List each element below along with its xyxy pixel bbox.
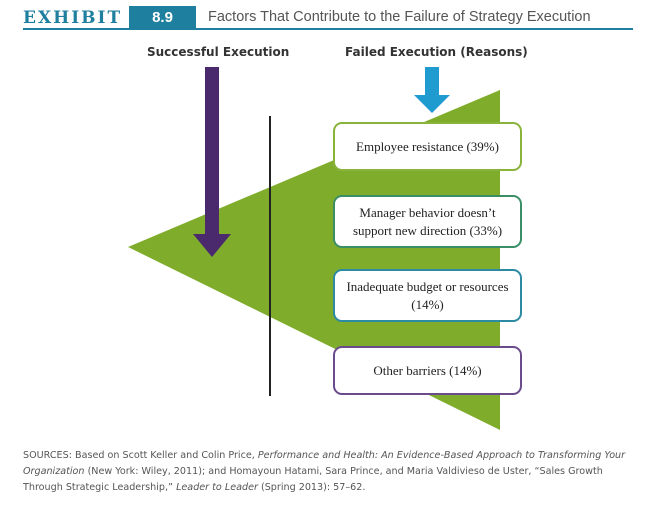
sources-suffix: (Spring 2013): 57–62.: [257, 482, 366, 493]
sources-mid: (New York: Wiley, 2011); and Homayoun Ha…: [23, 466, 603, 493]
reason-box-inadequate-budget: Inadequate budget or resources (14%): [333, 269, 522, 322]
reason-box-other-barriers: Other barriers (14%): [333, 346, 522, 395]
sources-note: SOURCES: Based on Scott Keller and Colin…: [23, 448, 635, 496]
green-wedge: [128, 90, 500, 430]
header-rule: [23, 28, 633, 30]
sources-prefix: SOURCES: Based on Scott Keller and Colin…: [23, 450, 258, 461]
failed-execution-arrow-icon: [414, 67, 450, 113]
strategy-diagram: [128, 67, 500, 430]
exhibit-title: Factors That Contribute to the Failure o…: [208, 9, 591, 25]
reason-box-manager-behavior: Manager behavior doesn’t support new dir…: [333, 195, 522, 248]
successful-execution-arrow-icon: [193, 67, 231, 257]
exhibit-header: EXHIBIT 8.9 Factors That Contribute to t…: [0, 0, 657, 36]
exhibit-label: EXHIBIT: [23, 8, 123, 28]
successful-execution-heading: Successful Execution: [147, 45, 290, 59]
sources-journal: Leader to Leader: [176, 482, 258, 493]
failed-execution-heading: Failed Execution (Reasons): [345, 45, 528, 59]
exhibit-number-badge: 8.9: [129, 6, 196, 28]
reason-box-employee-resistance: Employee resistance (39%): [333, 122, 522, 171]
sources-book-title: Performance and Health: An Evidence-Base…: [23, 450, 626, 477]
